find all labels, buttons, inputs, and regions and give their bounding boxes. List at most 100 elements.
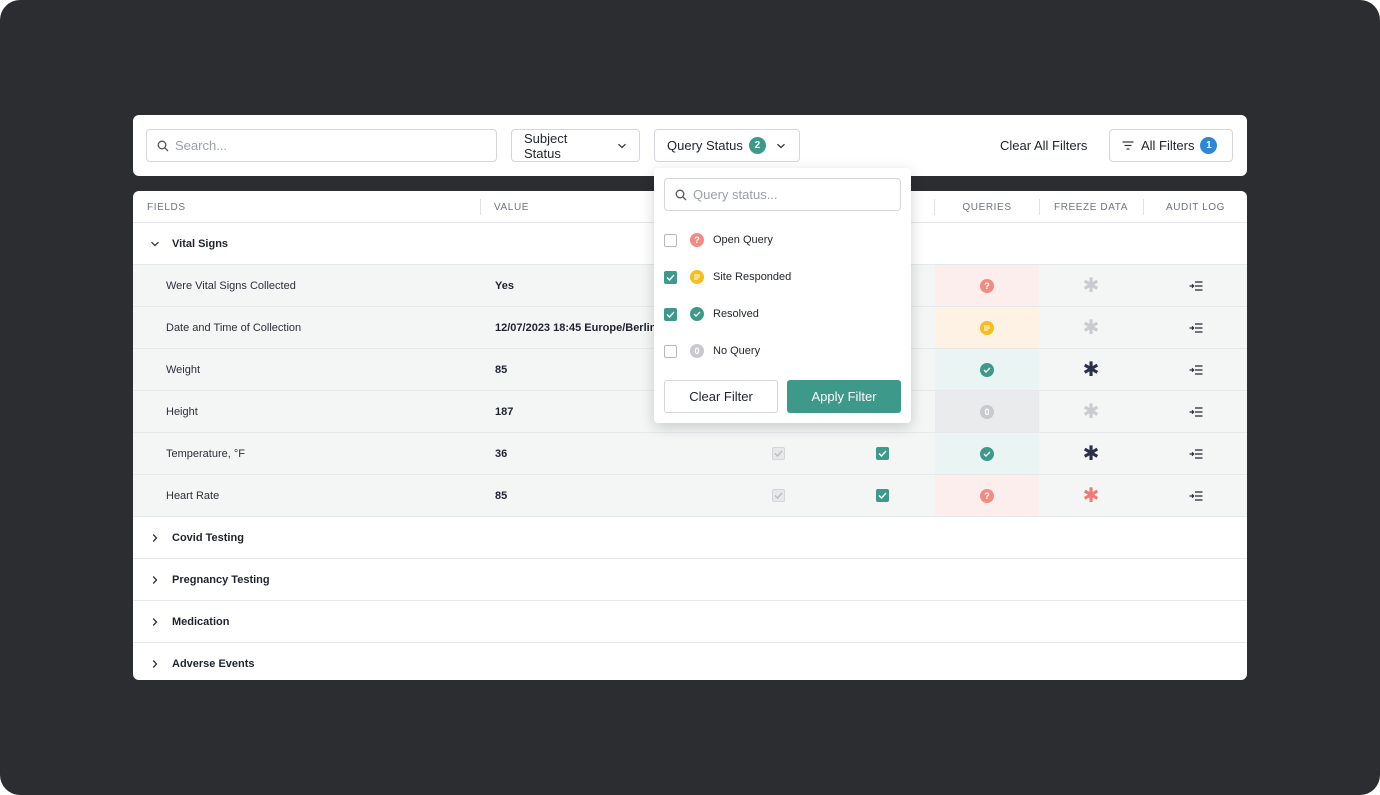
audit-log-icon [1189, 364, 1202, 375]
group-header: Covid Testing [152, 517, 244, 558]
freeze-cell[interactable]: ✱ [1040, 265, 1142, 306]
query-cell[interactable]: 0 [935, 391, 1039, 432]
checkbox-cell[interactable] [771, 475, 785, 516]
option-site-responded[interactable]: Site Responded [664, 267, 791, 287]
check-circle-icon [690, 307, 704, 321]
message-lines-icon [980, 320, 994, 335]
query-cell[interactable] [935, 433, 1039, 474]
option-no-query[interactable]: 0 No Query [664, 341, 760, 361]
all-filters-button[interactable]: All Filters 1 [1109, 129, 1233, 162]
check-circle-icon [980, 446, 994, 461]
field-value: 36 [495, 447, 508, 460]
group-label: Medication [172, 615, 230, 628]
header-divider [1143, 199, 1144, 215]
freeze-cell[interactable]: ✱ [1040, 307, 1142, 348]
clear-all-filters-link[interactable]: Clear All Filters [1000, 138, 1088, 153]
freeze-cell[interactable]: ✱ [1040, 391, 1142, 432]
field-value: 85 [495, 489, 508, 502]
group-header: Medication [152, 601, 229, 642]
question-icon: ? [690, 233, 704, 247]
table-row[interactable]: Heart Rate 85 ? ✱ [133, 475, 1247, 517]
asterisk-icon: ✱ [1082, 358, 1100, 381]
subject-status-label: Subject Status [524, 130, 568, 161]
group-header: Pregnancy Testing [152, 559, 270, 600]
all-filters-label: All Filters [1141, 138, 1195, 153]
freeze-cell[interactable]: ✱ [1040, 349, 1142, 390]
group-label: Covid Testing [172, 531, 244, 544]
query-cell[interactable] [935, 307, 1039, 348]
audit-log-cell[interactable] [1144, 307, 1247, 348]
query-status-count-badge: 2 [748, 137, 766, 154]
header-divider [1039, 199, 1040, 215]
option-label: Site Responded [713, 271, 792, 283]
checkbox-unchecked[interactable] [664, 344, 677, 358]
checkbox-cell[interactable] [771, 433, 785, 474]
subject-status-dropdown[interactable]: Subject Status [511, 129, 640, 162]
checkbox-cell[interactable] [875, 433, 889, 474]
question-icon: ? [980, 278, 994, 293]
field-name: Date and Time of Collection [166, 321, 302, 334]
asterisk-icon: ✱ [1082, 274, 1100, 297]
all-filters-count-badge: 1 [1200, 137, 1218, 154]
group-row-medication[interactable]: Medication [133, 601, 1247, 643]
query-cell[interactable]: ? [935, 265, 1039, 306]
apply-filter-button[interactable]: Apply Filter [787, 380, 901, 413]
header-divider [480, 199, 481, 215]
group-row-covid-testing[interactable]: Covid Testing [133, 517, 1247, 559]
query-status-dropdown[interactable]: Query Status 2 [654, 129, 800, 162]
option-label: Open Query [713, 234, 773, 246]
audit-log-icon [1189, 406, 1202, 417]
checkbox-unchecked[interactable] [664, 233, 677, 247]
header-fields: FIELDS [147, 201, 186, 213]
audit-log-icon [1189, 322, 1202, 333]
header-freeze-data: FREEZE DATA [1053, 201, 1128, 213]
header-value: VALUE [494, 201, 530, 213]
checkbox-cell[interactable] [875, 475, 889, 516]
filter-icon [1122, 141, 1134, 150]
checkbox-disabled [771, 489, 785, 502]
filter-bar: Search... Subject Status Query Status 2 … [133, 115, 1247, 176]
option-open-query[interactable]: ? Open Query [664, 230, 773, 250]
audit-log-cell[interactable] [1144, 475, 1247, 516]
group-row-adverse-events[interactable]: Adverse Events [133, 643, 1247, 680]
field-value: 187 [495, 405, 514, 418]
chevron-right-icon [152, 617, 158, 626]
query-status-search-placeholder: Query status... [693, 187, 778, 202]
checkbox-checked[interactable] [664, 307, 677, 321]
search-input[interactable]: Search... [146, 129, 497, 162]
checkbox-checked[interactable] [875, 489, 889, 502]
query-cell[interactable]: ? [935, 475, 1039, 516]
chevron-right-icon [152, 533, 158, 542]
clear-filter-button[interactable]: Clear Filter [664, 380, 778, 413]
field-name: Temperature, °F [166, 447, 245, 460]
audit-log-icon [1189, 280, 1202, 291]
checkbox-checked[interactable] [664, 270, 677, 284]
option-resolved[interactable]: Resolved [664, 304, 759, 324]
search-placeholder: Search... [175, 138, 228, 153]
group-row-pregnancy-testing[interactable]: Pregnancy Testing [133, 559, 1247, 601]
chevron-right-icon [152, 659, 158, 668]
audit-log-cell[interactable] [1144, 349, 1247, 390]
query-cell[interactable] [935, 349, 1039, 390]
freeze-cell[interactable]: ✱ [1040, 433, 1142, 474]
search-icon [157, 140, 169, 151]
field-name: Heart Rate [166, 489, 220, 502]
header-audit-log: AUDIT LOG [1165, 201, 1226, 213]
audit-log-icon [1189, 448, 1202, 459]
chevron-down-icon [776, 143, 785, 148]
group-label: Vital Signs [172, 237, 229, 250]
audit-log-cell[interactable] [1144, 433, 1247, 474]
audit-log-icon [1189, 490, 1202, 501]
check-circle-icon [980, 362, 994, 377]
checkbox-checked[interactable] [875, 447, 889, 460]
chevron-right-icon [152, 575, 158, 584]
chevron-down-icon [618, 143, 626, 148]
table-row[interactable]: Temperature, °F 36 ✱ [133, 433, 1247, 475]
query-status-search-input[interactable]: Query status... [664, 178, 901, 211]
audit-log-cell[interactable] [1144, 265, 1247, 306]
option-label: Resolved [713, 308, 759, 320]
audit-log-cell[interactable] [1144, 391, 1247, 432]
asterisk-icon: ✱ [1082, 316, 1100, 339]
freeze-cell[interactable]: ✱ [1040, 475, 1142, 516]
